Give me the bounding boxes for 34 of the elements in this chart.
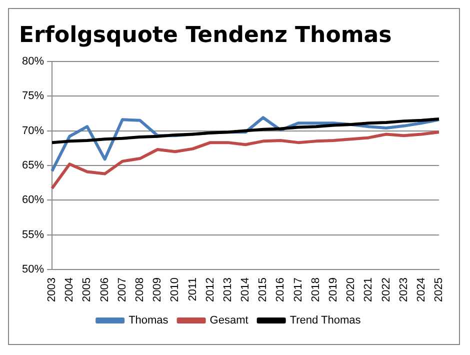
legend-label: Gesamt: [210, 314, 248, 327]
x-tick-label: 2005: [81, 278, 94, 302]
legend-label: Thomas: [128, 314, 169, 327]
chart-title: Erfolgsquote Tendenz Thomas: [19, 22, 392, 48]
x-tick-label: 2006: [98, 278, 111, 302]
x-tick-label: 2019: [327, 278, 340, 302]
x-tick-label: 2021: [362, 278, 375, 302]
x-tick-label: 2024: [415, 278, 428, 302]
x-tick-label: 2018: [310, 278, 322, 302]
y-tick-label: 80%: [22, 55, 44, 68]
y-tick-label: 50%: [22, 264, 44, 276]
x-tick-label: 2022: [380, 278, 392, 302]
legend-label: Trend Thomas: [290, 314, 362, 327]
y-tick-label: 55%: [22, 228, 44, 241]
x-tick-label: 2012: [204, 278, 216, 302]
x-tick-label: 2003: [46, 278, 58, 302]
y-tick-label: 70%: [22, 124, 44, 137]
x-tick-label: 2015: [257, 278, 270, 302]
x-tick-label: 2010: [169, 278, 182, 302]
x-tick-label: 2025: [433, 278, 446, 302]
y-tick-label: 60%: [22, 194, 44, 206]
x-tick-label: 2007: [116, 278, 128, 302]
x-tick-label: 2013: [222, 278, 234, 302]
x-tick-label: 2023: [398, 278, 410, 302]
y-tick-label: 75%: [22, 90, 44, 102]
x-tick-label: 2017: [292, 278, 304, 302]
x-tick-label: 2009: [152, 278, 164, 302]
x-tick-label: 2008: [134, 278, 146, 302]
x-tick-label: 2004: [64, 278, 76, 302]
y-tick-label: 65%: [22, 159, 44, 172]
x-tick-label: 2014: [240, 278, 252, 302]
x-tick-label: 2011: [186, 278, 199, 302]
x-tick-label: 2020: [345, 278, 358, 302]
x-tick-label: 2016: [274, 278, 287, 302]
